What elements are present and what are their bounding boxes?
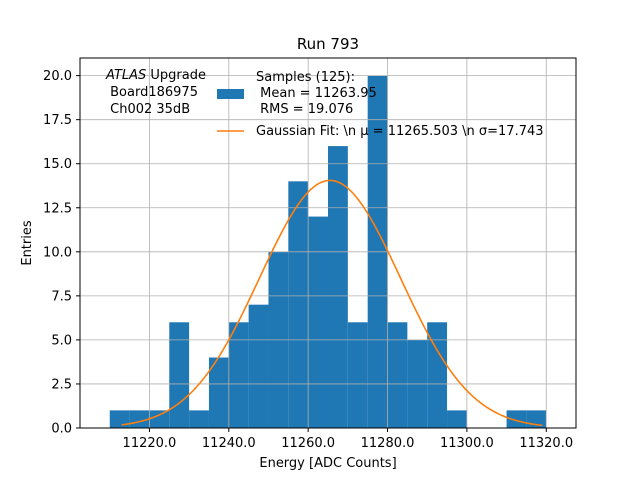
plot-frame	[79, 57, 577, 429]
x-tick-label: 11260.0	[281, 436, 335, 451]
x-tick-label: 11320.0	[519, 436, 573, 451]
legend-fit-label: Gaussian Fit: \n μ = 11265.503 \n σ=17.7…	[256, 124, 544, 139]
legend-samples-swatch	[217, 89, 244, 99]
y-axis-ticks: 0.0 2.5 5.0 7.5 10.0 12.5 15.0 17.5 20.0	[43, 69, 80, 437]
histogram-bar	[506, 410, 527, 428]
annotation-upgrade: Upgrade	[146, 68, 206, 83]
histogram-bar	[447, 410, 467, 428]
histogram-bar	[308, 216, 328, 428]
y-tick-label: 17.5	[43, 113, 72, 128]
histogram-bar	[288, 181, 309, 428]
y-tick-label: 7.5	[51, 289, 72, 304]
x-tick-label: 11300.0	[440, 436, 494, 451]
x-axis-ticks: 11220.0 11240.0 11260.0 11280.0 11300.0 11320…	[123, 428, 573, 451]
y-tick-label: 0.0	[51, 422, 72, 437]
histogram-bar	[328, 146, 348, 428]
histogram-bar	[228, 322, 249, 428]
y-tick-label: 10.0	[43, 245, 72, 260]
annotation-line-2: Board186975	[106, 85, 198, 100]
histogram-bar	[248, 304, 269, 428]
histogram-bar	[427, 322, 448, 428]
legend-samples-line-2: Mean = 11263.95	[256, 86, 377, 101]
histogram-bar	[169, 322, 190, 428]
annotation-line-3: Ch002 35dB	[106, 102, 190, 117]
y-tick-label: 5.0	[51, 333, 72, 348]
legend-samples-line-3: RMS = 19.076	[256, 102, 353, 117]
x-tick-label: 11280.0	[361, 436, 415, 451]
y-tick-label: 2.5	[51, 377, 72, 392]
fit-layer	[80, 58, 576, 429]
y-tick-label: 20.0	[43, 69, 72, 84]
histogram-bar	[387, 322, 408, 428]
histogram-bar	[109, 410, 130, 428]
y-axis-label: Entries	[20, 220, 35, 266]
y-tick-label: 15.0	[43, 157, 72, 172]
legend-samples-line-1: Samples (125):	[256, 70, 355, 85]
chart-title: Run 793	[297, 35, 359, 53]
gaussian-fit-curve	[121, 179, 543, 427]
histogram-bar	[189, 410, 209, 428]
atlas-annotation: ATLAS Upgrade Board186975 Ch002 35dB	[105, 68, 206, 117]
y-tick-label: 12.5	[43, 201, 72, 216]
x-tick-label: 11220.0	[123, 436, 177, 451]
histogram-bar	[208, 357, 229, 428]
annotation-line-1: ATLAS Upgrade	[105, 68, 206, 83]
x-tick-label: 11240.0	[202, 436, 256, 451]
histogram-bar	[129, 410, 150, 428]
histogram-bar	[149, 410, 170, 428]
annotation-atlas-italic: ATLAS	[105, 68, 146, 83]
legend: Samples (125): Mean = 11263.95 RMS = 19.…	[217, 70, 544, 139]
histogram-bar	[347, 322, 368, 428]
x-axis-label: Energy [ADC Counts]	[259, 456, 396, 471]
